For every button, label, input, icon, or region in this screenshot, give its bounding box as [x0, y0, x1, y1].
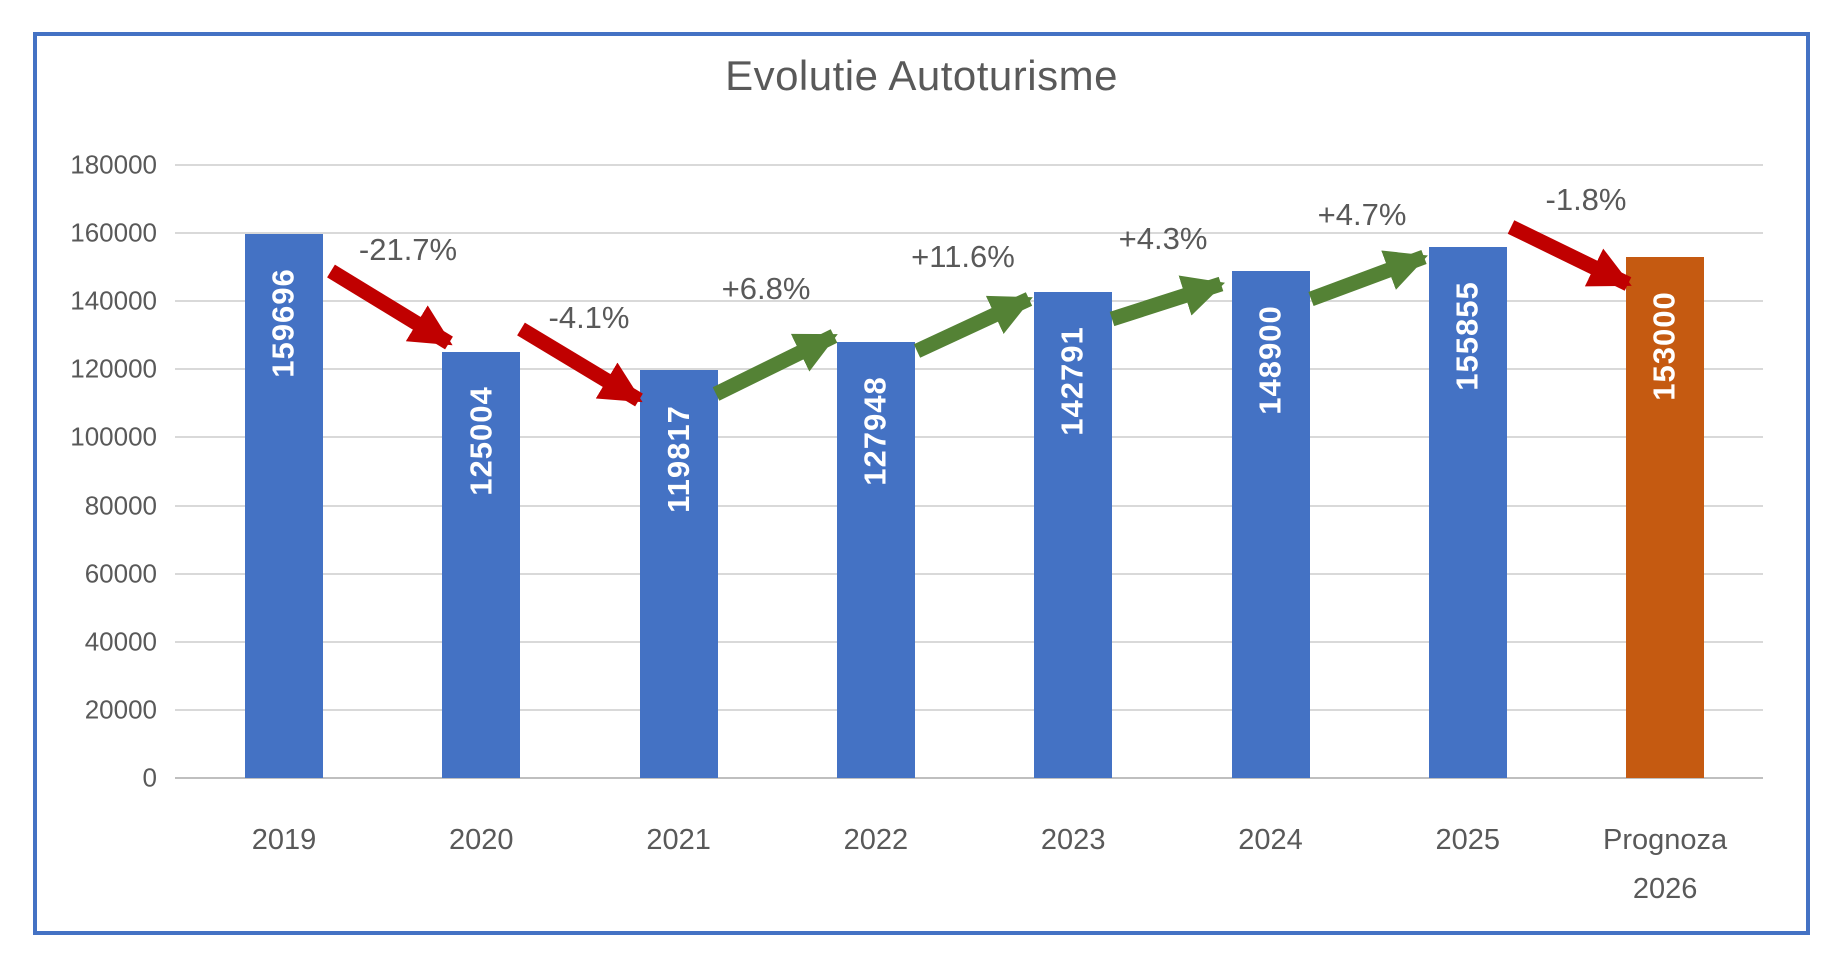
x-axis-category-label: 2023 [1040, 824, 1106, 856]
gridline [175, 368, 1763, 371]
y-axis-tick-label: 140000 [70, 285, 157, 316]
gridline [175, 164, 1763, 166]
bar-2025 [1428, 247, 1507, 778]
x-axis-line [175, 777, 1763, 779]
gridline [175, 436, 1763, 439]
bar-value-label: 155855 [1429, 261, 1507, 411]
bar-value-label: 153000 [1626, 271, 1704, 421]
y-axis-tick-label: 60000 [84, 558, 157, 589]
bar-value-label: 119817 [640, 384, 718, 534]
change-percent-label: +6.8% [721, 271, 811, 306]
change-percent-label: -1.8% [1545, 182, 1627, 217]
gridline [175, 504, 1763, 507]
x-axis-category-label: 2021 [646, 824, 711, 856]
x-axis-category-label: 2024 [1238, 824, 1303, 856]
bar-value-label: 142791 [1034, 306, 1112, 456]
bar-value-text: 159696 [266, 268, 302, 378]
bar-2023 [1034, 291, 1113, 778]
x-axis-category-label: 2022 [843, 824, 909, 856]
change-percent-label: +4.7% [1317, 197, 1407, 232]
y-axis-tick-label: 80000 [84, 490, 157, 521]
x-axis-category-label: 2020 [449, 824, 514, 856]
bar-2022 [836, 342, 915, 778]
bar-value-label: 127948 [837, 356, 915, 506]
chart-border-frame [33, 32, 1810, 935]
bar-2021 [639, 369, 718, 778]
chart-title: Evolutie Autoturisme [725, 52, 1118, 99]
gridline [175, 300, 1763, 303]
bar-2024 [1231, 270, 1310, 778]
x-axis-category-label: 2025 [1435, 824, 1501, 856]
x-axis-category-label: 2019 [251, 824, 317, 856]
bar-value-text: 155855 [1449, 281, 1485, 391]
y-axis-tick-label: 120000 [70, 353, 157, 384]
bar-value-text: 127948 [857, 376, 893, 486]
y-axis-tick-label: 180000 [70, 149, 157, 180]
bar-value-label: 125004 [442, 366, 520, 516]
bar-value-label: 159696 [245, 248, 323, 398]
change-percent-label: +4.3% [1118, 221, 1208, 256]
bar-value-text: 153000 [1647, 291, 1683, 401]
gridline [175, 708, 1763, 711]
change-percent-label: -4.1% [548, 300, 630, 335]
bar-prognoza-2026 [1626, 256, 1705, 778]
y-axis-tick-label: 100000 [70, 421, 157, 452]
bar-2020 [442, 352, 521, 778]
gridline [175, 572, 1763, 575]
bar-value-text: 119817 [660, 405, 696, 513]
gridline [175, 232, 1763, 235]
bar-value-text: 148900 [1252, 305, 1288, 415]
y-axis-tick-label: 40000 [84, 626, 157, 657]
bar-value-label: 148900 [1232, 285, 1310, 435]
x-axis-category-label: Prognoza 2026 [1603, 824, 1728, 906]
bar-value-text: 142791 [1055, 325, 1091, 436]
bar-value-text: 125004 [463, 386, 499, 497]
bar-2019 [245, 234, 323, 778]
change-percent-label: -21.7% [358, 232, 458, 267]
change-percent-label: +11.6% [911, 239, 1015, 274]
y-axis-tick-label: 0 [142, 762, 157, 793]
y-axis-tick-label: 160000 [70, 217, 157, 248]
y-axis-tick-label: 20000 [84, 694, 157, 725]
gridline [175, 640, 1763, 643]
